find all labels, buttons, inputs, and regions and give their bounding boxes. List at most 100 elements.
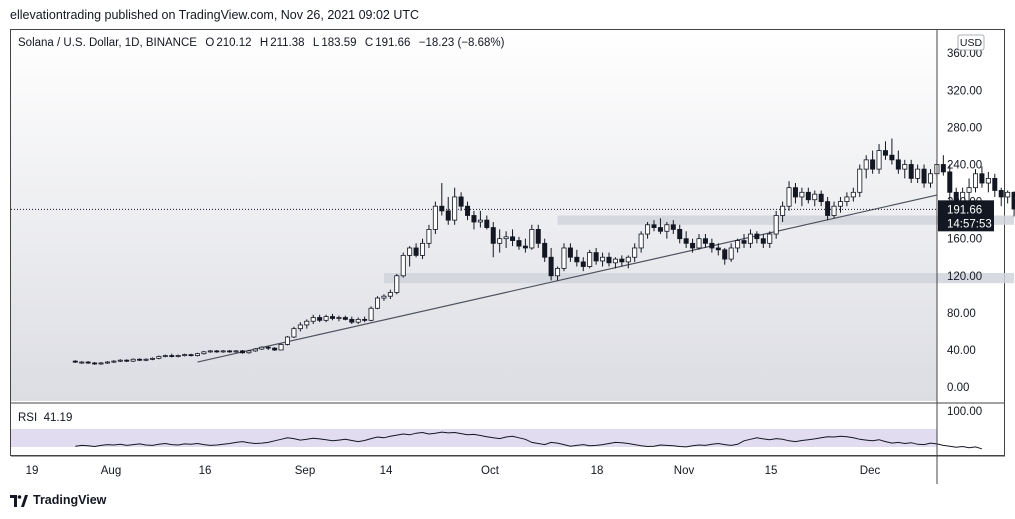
candle-body bbox=[124, 359, 130, 362]
candle bbox=[188, 353, 194, 357]
candle bbox=[246, 349, 252, 354]
candle-body bbox=[870, 159, 876, 170]
candle-body bbox=[510, 236, 516, 241]
candle-body bbox=[722, 249, 728, 260]
candle bbox=[432, 201, 438, 235]
candle-body bbox=[137, 358, 143, 361]
candle bbox=[317, 314, 323, 323]
candle bbox=[349, 316, 355, 325]
candle-body bbox=[239, 350, 245, 354]
candle-body bbox=[567, 247, 573, 258]
candle bbox=[760, 234, 766, 248]
support-zone-2 bbox=[383, 273, 1015, 284]
candle bbox=[812, 190, 818, 207]
candle bbox=[484, 215, 490, 230]
candle bbox=[291, 326, 297, 338]
candle-body bbox=[1011, 191, 1015, 210]
candle-body bbox=[310, 317, 316, 322]
candle-body bbox=[645, 224, 651, 235]
support-zone-1 bbox=[557, 215, 1015, 225]
change-value: −18.23 (−8.68%) bbox=[418, 37, 505, 49]
candle-body bbox=[915, 168, 921, 179]
rsi-value: 41.19 bbox=[43, 412, 73, 424]
candle bbox=[420, 238, 426, 260]
candle-body bbox=[452, 196, 458, 221]
candle bbox=[124, 359, 130, 363]
y-tick-label: 40.00 bbox=[947, 345, 976, 357]
candle bbox=[111, 360, 117, 363]
candle bbox=[149, 357, 155, 361]
y-tick-label: 0.00 bbox=[947, 382, 969, 394]
candle-body bbox=[844, 196, 850, 202]
candle-body bbox=[169, 355, 175, 357]
candle bbox=[143, 358, 149, 362]
candle bbox=[555, 266, 561, 281]
candle-body bbox=[246, 350, 252, 354]
candle-body bbox=[908, 164, 914, 179]
candle-body bbox=[130, 358, 136, 362]
candle bbox=[497, 229, 503, 253]
candle bbox=[220, 349, 226, 353]
candle bbox=[690, 238, 696, 253]
candle bbox=[304, 319, 310, 329]
x-tick-label: Dec bbox=[860, 465, 881, 477]
candle bbox=[677, 224, 683, 244]
candle-body bbox=[336, 317, 342, 319]
candle-body bbox=[458, 196, 464, 207]
candle-body bbox=[902, 164, 908, 170]
candle-body bbox=[651, 224, 657, 228]
candle bbox=[535, 224, 541, 248]
candle-body bbox=[683, 238, 689, 244]
candle-body bbox=[657, 227, 663, 232]
candle bbox=[973, 169, 979, 193]
candle bbox=[844, 192, 850, 207]
candle bbox=[156, 355, 162, 360]
low-value: 183.59 bbox=[321, 37, 357, 49]
candle bbox=[175, 354, 181, 358]
candle-body bbox=[741, 240, 747, 244]
candle-body bbox=[992, 177, 998, 191]
candle bbox=[79, 361, 85, 364]
candle-body bbox=[98, 362, 104, 365]
candle bbox=[452, 187, 458, 225]
candle-body bbox=[760, 238, 766, 244]
candle-body bbox=[111, 360, 117, 363]
candle-body bbox=[863, 159, 869, 170]
candle bbox=[85, 361, 91, 364]
candle bbox=[477, 210, 483, 228]
candle-body bbox=[612, 258, 618, 264]
candle bbox=[773, 210, 779, 239]
candle-body bbox=[471, 215, 477, 223]
candle bbox=[137, 358, 143, 362]
candle bbox=[169, 353, 175, 358]
candle bbox=[825, 196, 831, 221]
candle bbox=[728, 243, 734, 262]
candle-body bbox=[465, 205, 471, 216]
candle-body bbox=[574, 256, 580, 263]
candle bbox=[227, 349, 233, 353]
candle bbox=[162, 354, 168, 358]
candle-body bbox=[394, 275, 400, 293]
y-tick-label: 120.00 bbox=[947, 271, 982, 283]
candle-body bbox=[194, 353, 200, 356]
x-tick-label: Sep bbox=[295, 465, 315, 477]
rsi-band bbox=[11, 429, 937, 447]
candle bbox=[567, 243, 573, 262]
candle-body bbox=[439, 205, 445, 212]
candle-body bbox=[188, 354, 194, 357]
candle-body bbox=[670, 224, 676, 230]
x-tick-label: Nov bbox=[674, 465, 695, 477]
candle bbox=[542, 238, 548, 262]
open-value: 210.12 bbox=[216, 37, 252, 49]
candle bbox=[529, 224, 535, 250]
low-label: L bbox=[312, 37, 320, 49]
candle bbox=[458, 192, 464, 211]
candle-body bbox=[857, 168, 863, 193]
candle bbox=[792, 183, 798, 204]
candle bbox=[754, 231, 760, 244]
price-tag-value: 191.66 bbox=[947, 204, 982, 216]
currency-badge bbox=[957, 34, 985, 51]
candle bbox=[233, 349, 239, 353]
candle-body bbox=[773, 215, 779, 235]
